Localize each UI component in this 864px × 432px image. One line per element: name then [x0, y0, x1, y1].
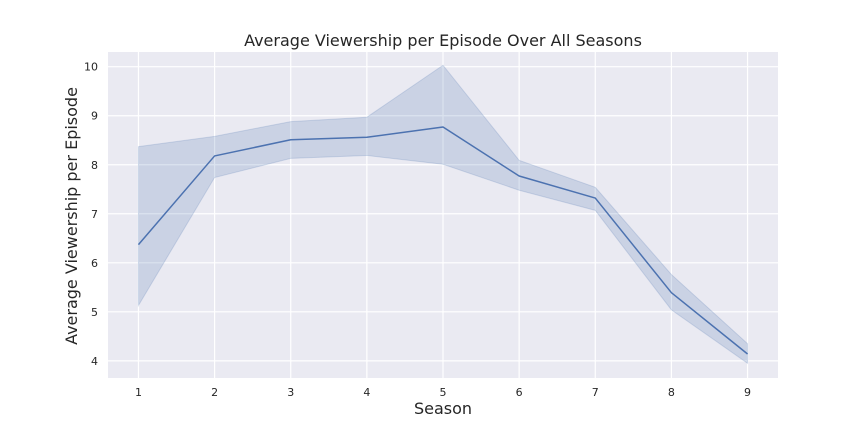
y-axis-ticks: 4 5 6 7 8 9 10: [84, 61, 98, 368]
x-axis-ticks: 1 2 3 4 5 6 7 8 9: [135, 386, 751, 399]
y-axis-label: Average Viewership per Episode: [62, 87, 81, 345]
x-tick-label: 1: [135, 386, 142, 399]
x-axis-label: Season: [414, 399, 472, 418]
chart-title: Average Viewership per Episode Over All …: [244, 31, 642, 50]
x-tick-label: 3: [287, 386, 294, 399]
y-tick-label: 8: [91, 159, 98, 172]
series-line-layer: [137, 126, 749, 355]
x-tick-label: 6: [516, 386, 523, 399]
x-tick-label: 5: [440, 386, 447, 399]
x-tick-label: 7: [592, 386, 599, 399]
y-tick-label: 9: [91, 110, 98, 123]
x-tick-label: 2: [211, 386, 218, 399]
y-tick-label: 5: [91, 306, 98, 319]
x-tick-label: 9: [744, 386, 751, 399]
x-tick-label: 4: [363, 386, 370, 399]
y-tick-label: 6: [91, 257, 98, 270]
y-tick-label: 10: [84, 61, 98, 74]
y-tick-label: 7: [91, 208, 98, 221]
x-tick-label: 8: [668, 386, 675, 399]
y-tick-label: 4: [91, 355, 98, 368]
grid-lines: [108, 52, 778, 378]
